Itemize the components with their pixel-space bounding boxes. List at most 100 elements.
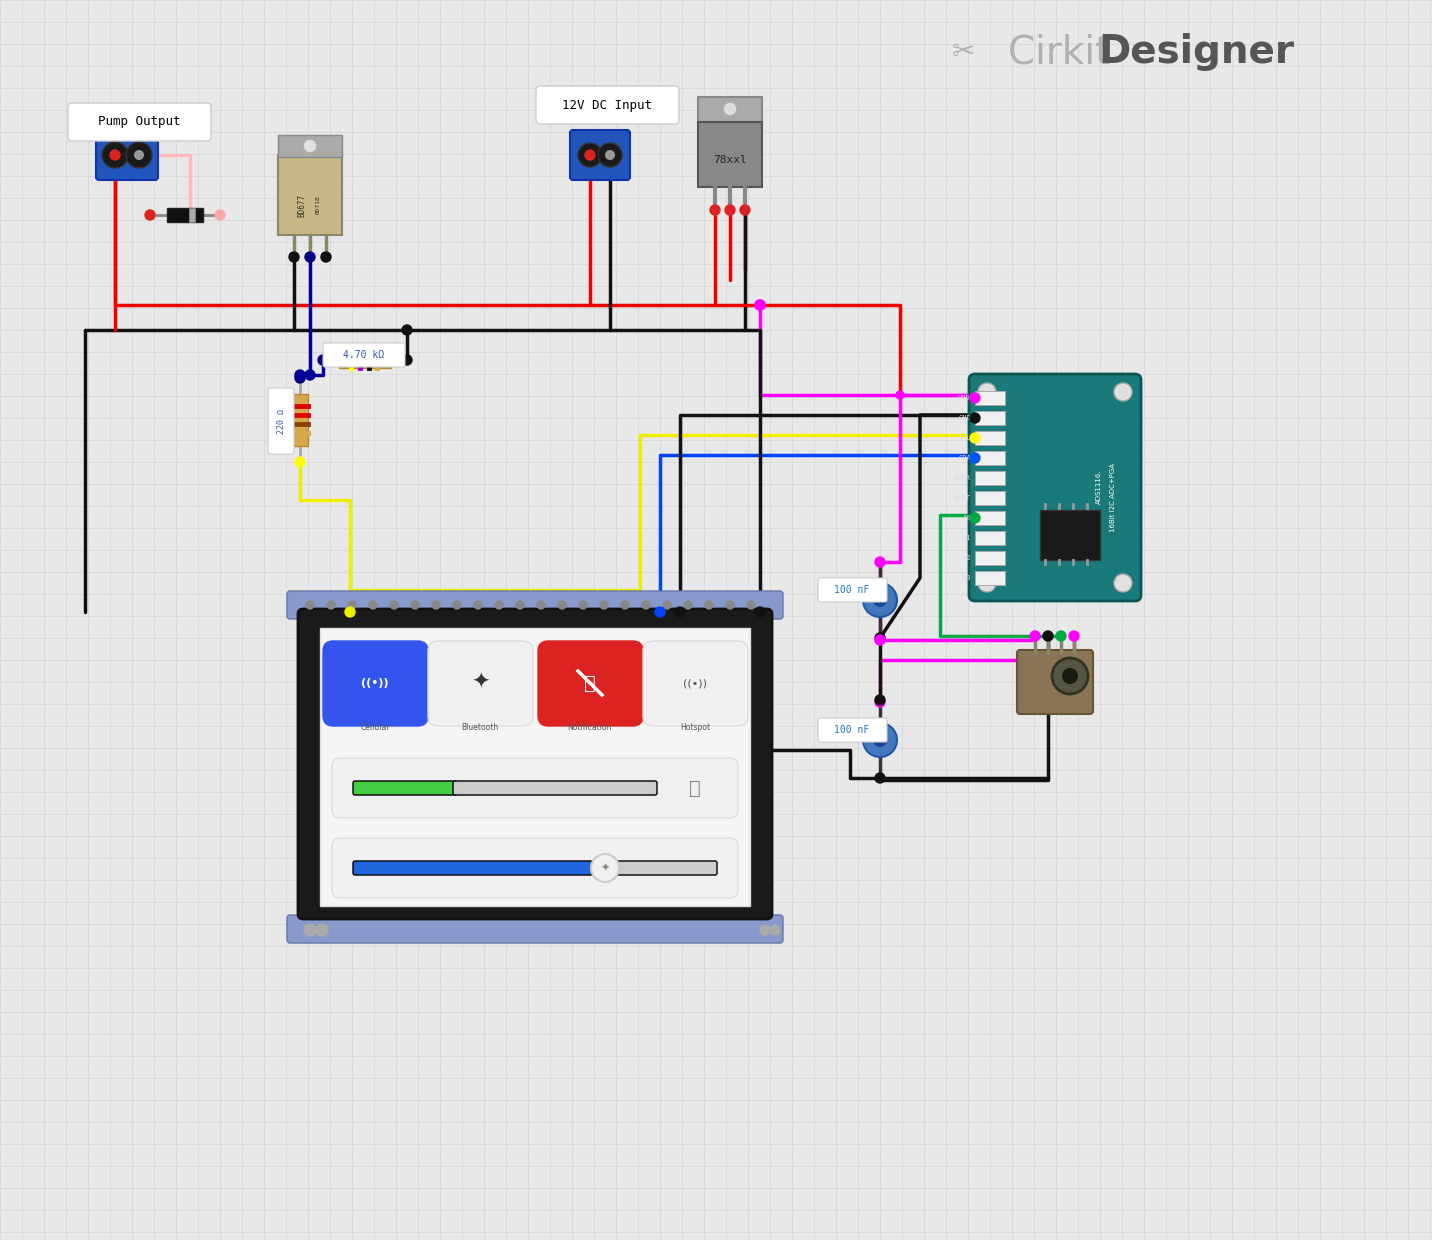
Circle shape xyxy=(453,601,461,609)
FancyBboxPatch shape xyxy=(332,758,737,818)
Circle shape xyxy=(558,601,566,609)
Text: BD677: BD677 xyxy=(298,193,306,217)
Text: Pump Output: Pump Output xyxy=(97,115,180,129)
Circle shape xyxy=(726,601,735,609)
FancyBboxPatch shape xyxy=(538,641,643,725)
FancyBboxPatch shape xyxy=(453,781,657,795)
Circle shape xyxy=(304,924,316,936)
Circle shape xyxy=(390,601,398,609)
Circle shape xyxy=(289,252,299,262)
Text: Cirkit: Cirkit xyxy=(1008,33,1123,71)
Circle shape xyxy=(295,458,305,467)
Circle shape xyxy=(1053,658,1088,694)
Circle shape xyxy=(369,601,377,609)
Bar xyxy=(975,410,1005,425)
Circle shape xyxy=(110,150,120,160)
Circle shape xyxy=(642,601,650,609)
Circle shape xyxy=(674,608,684,618)
Bar xyxy=(975,491,1005,505)
Text: 100 nF: 100 nF xyxy=(835,725,869,735)
Circle shape xyxy=(348,601,357,609)
Circle shape xyxy=(748,601,755,609)
Text: 220 Ω: 220 Ω xyxy=(276,408,285,434)
Bar xyxy=(339,352,391,368)
Circle shape xyxy=(126,143,152,167)
Text: ADDR: ADDR xyxy=(954,475,971,481)
Circle shape xyxy=(760,925,770,935)
Circle shape xyxy=(874,593,886,608)
Circle shape xyxy=(874,733,886,746)
Circle shape xyxy=(600,601,609,609)
Circle shape xyxy=(326,601,335,609)
Circle shape xyxy=(896,391,904,399)
Circle shape xyxy=(402,325,412,335)
Circle shape xyxy=(318,355,328,365)
FancyBboxPatch shape xyxy=(1017,650,1093,714)
Circle shape xyxy=(145,210,155,219)
Bar xyxy=(975,471,1005,485)
Circle shape xyxy=(1114,383,1133,401)
Circle shape xyxy=(599,143,621,167)
Text: VDD: VDD xyxy=(958,396,971,401)
Circle shape xyxy=(1063,668,1078,684)
Circle shape xyxy=(969,413,979,423)
Circle shape xyxy=(875,697,885,707)
Circle shape xyxy=(1055,631,1065,641)
Circle shape xyxy=(432,601,440,609)
Circle shape xyxy=(345,608,355,618)
Text: ((•)): ((•)) xyxy=(361,678,390,688)
FancyBboxPatch shape xyxy=(354,861,607,875)
Text: 78xxl: 78xxl xyxy=(713,155,748,165)
Circle shape xyxy=(110,150,120,160)
Circle shape xyxy=(740,205,750,215)
Text: Bluetooth: Bluetooth xyxy=(461,723,498,733)
Circle shape xyxy=(579,601,587,609)
Text: A1: A1 xyxy=(962,534,971,541)
Circle shape xyxy=(978,383,997,401)
Text: 4.70 kΩ: 4.70 kΩ xyxy=(344,350,385,360)
Circle shape xyxy=(755,300,765,310)
FancyBboxPatch shape xyxy=(298,609,772,919)
FancyBboxPatch shape xyxy=(818,718,886,742)
Circle shape xyxy=(537,601,546,609)
Circle shape xyxy=(684,601,692,609)
Circle shape xyxy=(579,143,601,167)
Circle shape xyxy=(875,694,885,706)
Bar xyxy=(975,432,1005,445)
Text: A3: A3 xyxy=(962,575,971,582)
Text: ✂: ✂ xyxy=(951,38,975,66)
Bar xyxy=(319,627,750,906)
Circle shape xyxy=(875,773,885,782)
Circle shape xyxy=(295,370,305,379)
FancyBboxPatch shape xyxy=(286,915,783,942)
Bar xyxy=(975,531,1005,546)
Text: ✦: ✦ xyxy=(600,863,610,873)
Bar xyxy=(1040,510,1100,560)
Bar xyxy=(975,551,1005,565)
Circle shape xyxy=(586,150,596,160)
Circle shape xyxy=(215,210,225,219)
Circle shape xyxy=(725,205,735,215)
Bar xyxy=(975,511,1005,525)
Text: SDA: SDA xyxy=(958,455,971,461)
Circle shape xyxy=(516,601,524,609)
Circle shape xyxy=(305,252,315,262)
Circle shape xyxy=(321,252,331,262)
Circle shape xyxy=(654,608,664,618)
Circle shape xyxy=(875,632,885,644)
Circle shape xyxy=(863,723,896,756)
Circle shape xyxy=(316,924,328,936)
FancyBboxPatch shape xyxy=(570,130,630,180)
Circle shape xyxy=(102,143,127,167)
Circle shape xyxy=(604,150,614,160)
Text: ✦: ✦ xyxy=(471,673,490,693)
Circle shape xyxy=(710,205,720,215)
Text: Designer: Designer xyxy=(1098,33,1295,71)
Circle shape xyxy=(969,433,979,443)
Text: 16Bit I2C ADC+PGA: 16Bit I2C ADC+PGA xyxy=(1110,463,1116,532)
Circle shape xyxy=(978,574,997,591)
FancyBboxPatch shape xyxy=(67,103,211,141)
Bar xyxy=(292,394,308,446)
Bar xyxy=(278,155,342,236)
Circle shape xyxy=(723,102,737,117)
